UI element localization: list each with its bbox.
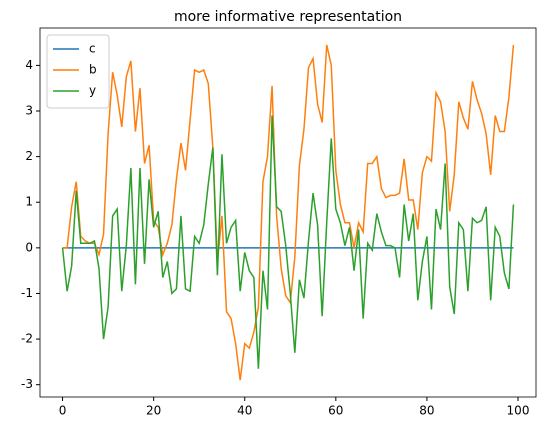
axes-frame	[39, 27, 537, 398]
x-tick-label: 80	[419, 404, 434, 418]
y-tick-label: 2	[25, 149, 33, 163]
y-tick-label: -3	[21, 377, 33, 391]
x-tick-label: 20	[146, 404, 161, 418]
chart-title: more informative representation	[174, 9, 402, 25]
y-tick-label: 0	[25, 240, 33, 254]
x-tick-label: 40	[237, 404, 252, 418]
y-tick-label: 4	[25, 58, 33, 72]
legend-label: c	[89, 42, 96, 56]
legend-label: b	[89, 63, 97, 77]
legend-label: y	[89, 84, 96, 98]
y-tick-label: -1	[21, 286, 33, 300]
x-tick-label: 100	[507, 404, 530, 418]
legend-box	[46, 34, 110, 109]
series-line	[62, 44, 515, 381]
y-tick-label: 1	[25, 195, 33, 209]
y-tick-label: -2	[21, 332, 33, 346]
y-tick-label: 3	[25, 104, 33, 118]
x-tick-label: 60	[328, 404, 343, 418]
series-line	[61, 115, 515, 369]
x-tick-label: 0	[59, 404, 67, 418]
